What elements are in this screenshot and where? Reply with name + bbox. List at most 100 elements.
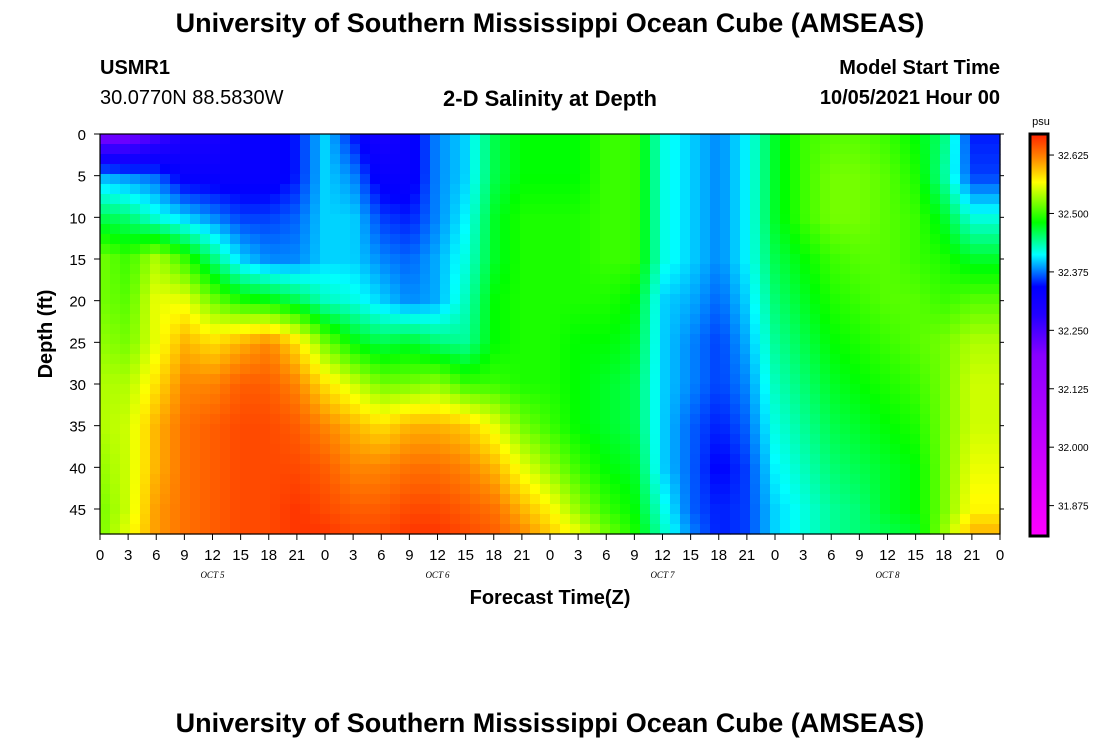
- heatmap-cell: [880, 264, 891, 275]
- heatmap-cell: [320, 294, 331, 305]
- heatmap-cell: [220, 244, 231, 255]
- heatmap-cell: [550, 304, 561, 315]
- heatmap-cell: [480, 244, 491, 255]
- heatmap-cell: [500, 224, 511, 235]
- heatmap-cell: [300, 264, 311, 275]
- heatmap-cell: [210, 384, 221, 395]
- heatmap-cell: [830, 254, 841, 265]
- heatmap-cell: [200, 464, 211, 475]
- heatmap-cell: [790, 144, 801, 155]
- heatmap-cell: [250, 334, 261, 345]
- heatmap-cell: [470, 504, 481, 515]
- heatmap-cell: [130, 344, 141, 355]
- heatmap-cell: [110, 264, 121, 275]
- heatmap-cell: [450, 134, 461, 145]
- heatmap-cell: [770, 214, 781, 225]
- heatmap-cell: [360, 424, 371, 435]
- heatmap-cell: [310, 134, 321, 145]
- heatmap-cell: [460, 334, 471, 345]
- heatmap-cell: [750, 234, 761, 245]
- heatmap-cell: [980, 434, 991, 445]
- heatmap-cell: [820, 394, 831, 405]
- heatmap-cell: [230, 144, 241, 155]
- heatmap-cell: [710, 494, 721, 505]
- heatmap-cell: [160, 234, 171, 245]
- heatmap-cell: [530, 244, 541, 255]
- heatmap-cell: [230, 334, 241, 345]
- heatmap-cell: [920, 264, 931, 275]
- heatmap-cell: [320, 414, 331, 425]
- heatmap-cell: [570, 254, 581, 265]
- heatmap-cell: [540, 464, 551, 475]
- heatmap-cell: [720, 384, 731, 395]
- heatmap-cell: [710, 354, 721, 365]
- heatmap-cell: [350, 454, 361, 465]
- heatmap-cell: [550, 294, 561, 305]
- heatmap-cell: [170, 504, 181, 515]
- heatmap-cell: [160, 404, 171, 415]
- heatmap-cell: [840, 374, 851, 385]
- heatmap-cell: [440, 374, 451, 385]
- heatmap-cell: [520, 184, 531, 195]
- heatmap-cell: [570, 194, 581, 205]
- heatmap-cell: [260, 254, 271, 265]
- heatmap-cell: [260, 334, 271, 345]
- heatmap-cell: [280, 254, 291, 265]
- heatmap-cell: [500, 174, 511, 185]
- heatmap-cell: [980, 184, 991, 195]
- heatmap-cell: [870, 144, 881, 155]
- heatmap-cell: [680, 304, 691, 315]
- heatmap-cell: [800, 214, 811, 225]
- heatmap-cell: [570, 524, 581, 535]
- heatmap-cell: [620, 194, 631, 205]
- heatmap-cell: [330, 494, 341, 505]
- heatmap-cell: [870, 384, 881, 395]
- heatmap-cell: [460, 304, 471, 315]
- heatmap-cell: [260, 194, 271, 205]
- heatmap-cell: [740, 334, 751, 345]
- heatmap-cell: [640, 134, 651, 145]
- heatmap-cell: [200, 204, 211, 215]
- heatmap-cell: [330, 424, 341, 435]
- heatmap-cell: [760, 304, 771, 315]
- heatmap-cell: [640, 374, 651, 385]
- heatmap-cell: [720, 404, 731, 415]
- heatmap-cell: [410, 524, 421, 535]
- heatmap-cell: [350, 464, 361, 475]
- heatmap-cell: [610, 524, 621, 535]
- heatmap-cell: [860, 474, 871, 485]
- heatmap-cell: [650, 514, 661, 525]
- colorbar: psu: [1028, 116, 1050, 538]
- heatmap-cell: [860, 424, 871, 435]
- heatmap-cell: [420, 364, 431, 375]
- heatmap-cell: [670, 494, 681, 505]
- heatmap-cell: [850, 284, 861, 295]
- heatmap-cell: [940, 404, 951, 415]
- heatmap-cell: [540, 204, 551, 215]
- colorbar-tick-label: 32.625: [1058, 151, 1089, 162]
- heatmap-cell: [330, 184, 341, 195]
- heatmap-cell: [220, 304, 231, 315]
- heatmap-cell: [120, 274, 131, 285]
- heatmap-cell: [560, 424, 571, 435]
- heatmap-cell: [770, 314, 781, 325]
- heatmap-cell: [230, 514, 241, 525]
- heatmap-cell: [170, 424, 181, 435]
- heatmap-cell: [110, 424, 121, 435]
- heatmap-cell: [820, 504, 831, 515]
- heatmap-cell: [490, 154, 501, 165]
- heatmap-cell: [330, 514, 341, 525]
- heatmap-cell: [450, 274, 461, 285]
- heatmap-cell: [590, 504, 601, 515]
- heatmap-cell: [600, 304, 611, 315]
- heatmap-cell: [140, 424, 151, 435]
- heatmap-cell: [280, 524, 291, 535]
- heatmap-cell: [380, 324, 391, 335]
- heatmap-cell: [730, 304, 741, 315]
- heatmap-cell: [210, 214, 221, 225]
- heatmap-cell: [410, 154, 421, 165]
- heatmap-cell: [600, 354, 611, 365]
- heatmap-cell: [900, 394, 911, 405]
- heatmap-cell: [880, 244, 891, 255]
- heatmap-cell: [880, 344, 891, 355]
